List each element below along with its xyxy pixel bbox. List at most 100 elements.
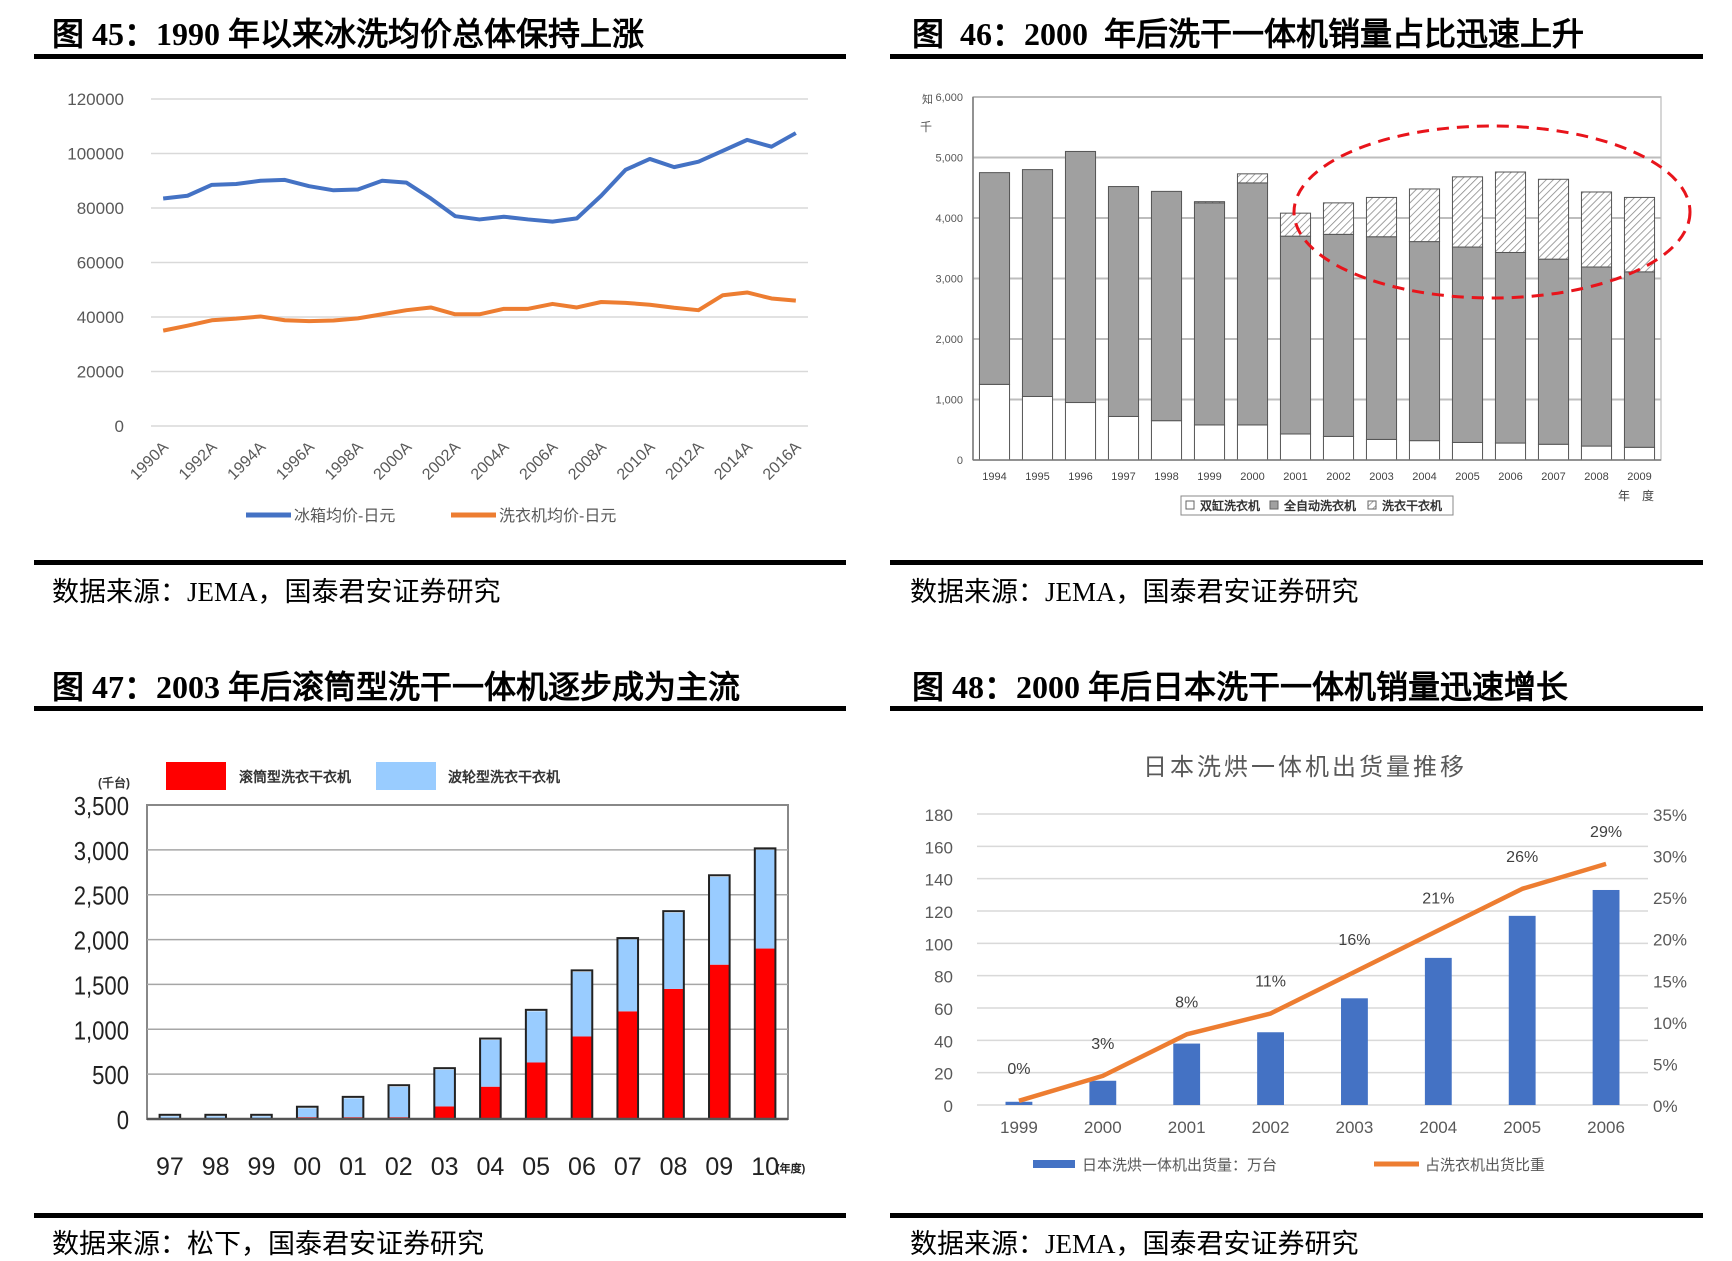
x-tick-label: 2002 [1252,1118,1290,1137]
y-tick-label: 2,500 [74,882,129,911]
bar-segment-2 [979,173,1009,385]
y-tick-label: 1,000 [74,1017,129,1046]
y2-tick-label: 5% [1653,1055,1678,1074]
y-tick-label: 20000 [77,363,124,382]
x-tick-label: 2001 [1283,471,1307,483]
y-tick-label: 40000 [77,308,124,327]
bar-segment-3 [1538,179,1568,259]
bar-segment-2 [1237,183,1267,425]
x-tick-label: 00 [293,1153,321,1181]
legend-swatch-1 [1186,501,1194,509]
x-tick-label: 1992A [176,439,221,484]
x-tick-label: 2009 [1627,471,1651,483]
bar-segment-1 [1624,447,1654,460]
bar-segment-1 [1452,442,1482,460]
bar-segment-3 [1581,192,1611,267]
legend-label-2: 波轮型洗衣干衣机 [448,769,560,785]
x-tick-label: 1998 [1154,471,1178,483]
bar [1173,1044,1200,1105]
bar [1593,890,1620,1105]
x-tick-label: 08 [660,1153,688,1181]
bar-segment-1 [1237,425,1267,460]
y-tick-label: 60000 [77,254,124,273]
bar-segment-2 [343,1098,364,1117]
bar-segment-2 [1108,187,1138,417]
bar [1257,1032,1284,1105]
bar-segment-2 [1151,191,1181,420]
bar-segment-1 [617,1011,638,1119]
bar-segment-2 [617,940,638,1012]
data-label: 16% [1338,932,1370,949]
legend-label-3: 洗衣干衣机 [1382,498,1442,513]
bar-segment-2 [389,1087,410,1118]
x-tick-label: 2012A [663,439,708,484]
x-tick-label: 1998A [322,439,367,484]
x-tick-label: 1990A [127,439,172,484]
legend-swatch-3 [1368,501,1376,509]
bar-segment-2 [1065,151,1095,402]
x-tick-label: 2004A [468,439,513,484]
x-tick-label: 1996 [1068,471,1092,483]
bar-segment-1 [1323,436,1353,460]
bar-segment-2 [709,877,730,965]
x-tick-label: 2002 [1326,471,1350,483]
bar-segment-3 [1409,189,1439,242]
bar [1006,1102,1033,1105]
y-tick-label: 3,500 [74,792,129,821]
x-tick-label: 2005 [1455,471,1479,483]
y-tick-label: 1,000 [935,395,963,407]
chart-title: 日本洗烘一体机出货量推移 [1143,754,1467,781]
legend-swatch-2 [1270,501,1278,509]
y-tick-label: 140 [925,871,953,890]
bar-segment-2 [480,1040,501,1087]
bar-segment-2 [434,1070,455,1107]
plot-area [147,805,788,1119]
bar-segment-2 [755,850,776,949]
y2-tick-label: 35% [1653,806,1687,825]
y-tick-label: 2,000 [74,927,129,956]
bar-segment-2 [1452,247,1482,442]
y2-tick-label: 15% [1653,972,1687,991]
x-tick-label: 2004 [1419,1118,1457,1137]
legend-label-1: 双缸洗衣机 [1200,498,1260,513]
bar-segment-3 [1194,202,1224,203]
bar-segment-1 [1151,421,1181,460]
data-label: 3% [1091,1036,1114,1053]
y-tick-label: 100 [925,935,953,954]
y-tick-label: 6,000 [935,92,963,104]
x-tick-label: 2000A [371,439,416,484]
y-tick-label: 3,000 [935,274,963,286]
bar [1509,916,1536,1105]
y2-tick-label: 10% [1653,1014,1687,1033]
x-tick-label: 01 [339,1153,367,1181]
y-tick-label: 0 [944,1097,953,1116]
y-tick-label: 0 [115,417,124,436]
bar-segment-2 [1624,272,1654,447]
x-tick-label: 1995 [1025,471,1049,483]
x-tick-label: 2008 [1584,471,1608,483]
bar-segment-2 [663,913,684,989]
data-label: 26% [1506,849,1538,866]
bar-segment-2 [1495,252,1525,443]
x-tick-label: 04 [476,1153,504,1181]
y2-tick-label: 20% [1653,931,1687,950]
data-label: 8% [1175,994,1198,1011]
data-label: 21% [1422,890,1454,907]
bar [1341,998,1368,1105]
bar-segment-2 [526,1011,547,1062]
y-tick-label: 100000 [67,145,124,164]
y-tick-label: 0 [957,455,963,467]
y-unit-char: 知 [922,92,933,106]
x-tick-label: 1999 [1000,1118,1038,1137]
bar-segment-2 [1280,236,1310,434]
y-tick-label: 80 [934,968,953,987]
x-tick-label: 99 [248,1153,276,1181]
legend-swatch-1 [166,762,226,790]
x-tick-label: 2016A [760,439,805,484]
bar-segment-1 [663,989,684,1119]
x-tick-label: 2006 [1587,1118,1625,1137]
x-tick-label: 06 [568,1153,596,1181]
x-tick-label: 1994A [225,439,270,484]
x-tick-label: 2001 [1168,1118,1206,1137]
y-tick-label: 3,000 [74,837,129,866]
